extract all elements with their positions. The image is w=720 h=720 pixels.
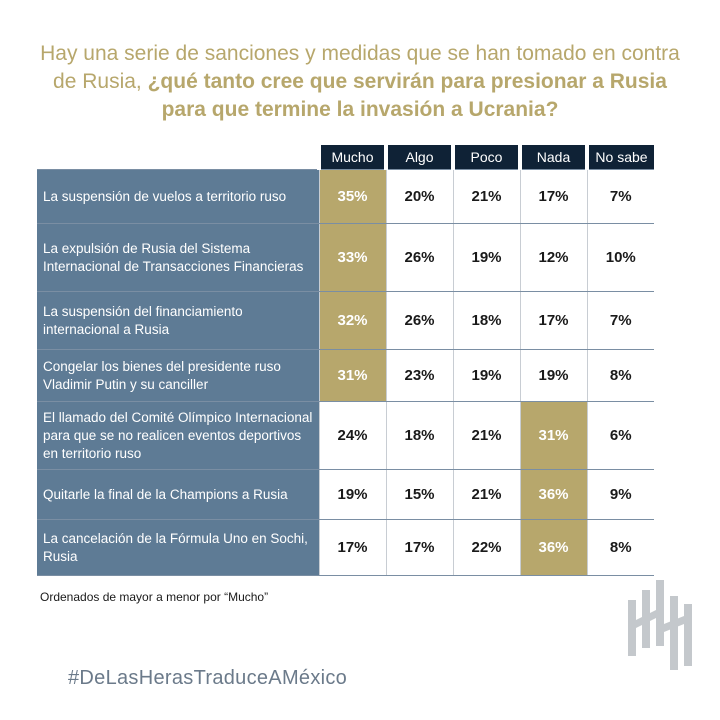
table-row: Quitarle la final de la Champions a Rusi…	[37, 469, 654, 520]
header-nada: Nada	[518, 145, 587, 170]
table-row: El llamado del Comité Olímpico Internaci…	[37, 401, 654, 470]
cell-value: 19%	[452, 223, 520, 292]
hashtag: #DeLasHerasTraduceAMéxico	[68, 667, 348, 689]
row-label: Quitarle la final de la Champions a Rusi…	[37, 469, 319, 520]
cell-value: 35%	[318, 169, 386, 224]
cell-value: 17%	[385, 519, 453, 576]
cell-value: 26%	[385, 291, 453, 350]
cell-value: 31%	[318, 349, 386, 402]
table-row: La cancelación de la Fórmula Uno en Soch…	[37, 519, 654, 576]
table-row: Congelar los bienes del presidente ruso …	[37, 349, 654, 402]
cell-value: 21%	[452, 469, 520, 520]
cell-value: 31%	[519, 401, 587, 470]
cell-value: 19%	[452, 349, 520, 402]
chart-title: Hay una serie de sanciones y medidas que…	[30, 40, 690, 124]
cell-value: 21%	[452, 169, 520, 224]
row-label: La suspensión del financiamiento interna…	[37, 291, 319, 350]
cell-value: 15%	[385, 469, 453, 520]
cell-value: 7%	[586, 169, 654, 224]
cell-value: 7%	[586, 291, 654, 350]
table-row: La expulsión de Rusia del Sistema Intern…	[37, 223, 654, 292]
cell-value: 18%	[452, 291, 520, 350]
row-label: La cancelación de la Fórmula Uno en Soch…	[37, 519, 319, 576]
cell-value: 22%	[452, 519, 520, 576]
row-label: La expulsión de Rusia del Sistema Intern…	[37, 223, 319, 292]
cell-value: 19%	[318, 469, 386, 520]
header-row: Mucho Algo Poco Nada No sabe	[37, 145, 654, 170]
cell-value: 19%	[519, 349, 587, 402]
cell-value: 33%	[318, 223, 386, 292]
cell-value: 24%	[318, 401, 386, 470]
cell-value: 21%	[452, 401, 520, 470]
row-label: Congelar los bienes del presidente ruso …	[37, 349, 319, 402]
table-row: La suspensión de vuelos a territorio rus…	[37, 169, 654, 224]
row-label: La suspensión de vuelos a territorio rus…	[37, 169, 319, 224]
row-label: El llamado del Comité Olímpico Internaci…	[37, 401, 319, 470]
cell-value: 36%	[519, 519, 587, 576]
cell-value: 17%	[519, 169, 587, 224]
cell-value: 10%	[586, 223, 654, 292]
cell-value: 36%	[519, 469, 587, 520]
cell-value: 8%	[586, 519, 654, 576]
header-algo: Algo	[384, 145, 453, 170]
title-lead: Hay una serie de sanciones y medidas que…	[40, 42, 680, 93]
cell-value: 8%	[586, 349, 654, 402]
cell-value: 17%	[318, 519, 386, 576]
header-corner	[37, 145, 319, 170]
footnote: Ordenados de mayor a menor por “Mucho”	[40, 590, 269, 604]
header-mucho: Mucho	[317, 145, 386, 170]
cell-value: 12%	[519, 223, 587, 292]
cell-value: 20%	[385, 169, 453, 224]
survey-table: Mucho Algo Poco Nada No sabe La suspensi…	[37, 145, 654, 576]
table-row: La suspensión del financiamiento interna…	[37, 291, 654, 350]
cell-value: 17%	[519, 291, 587, 350]
cell-value: 32%	[318, 291, 386, 350]
title-question: ¿qué tanto cree que servirán para presio…	[147, 70, 667, 121]
cell-value: 6%	[586, 401, 654, 470]
header-no-sabe: No sabe	[585, 145, 654, 170]
header-poco: Poco	[451, 145, 520, 170]
cell-value: 18%	[385, 401, 453, 470]
cell-value: 23%	[385, 349, 453, 402]
de-las-heras-logo-icon	[628, 580, 692, 670]
cell-value: 9%	[586, 469, 654, 520]
cell-value: 26%	[385, 223, 453, 292]
